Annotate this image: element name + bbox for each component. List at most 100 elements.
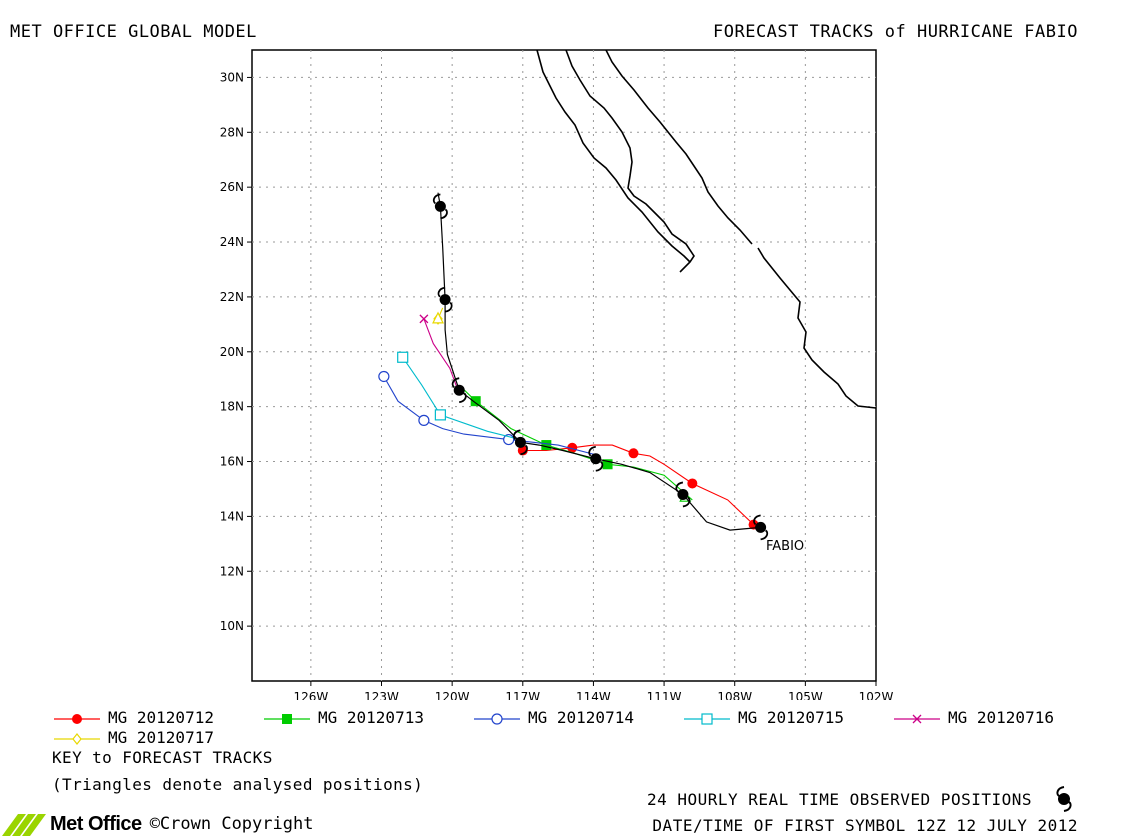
legend-swatch (264, 713, 310, 724)
coastline (536, 49, 877, 409)
legend-swatch (474, 712, 520, 725)
forecast-track-line (383, 376, 601, 457)
hurricane-symbol-core (590, 453, 602, 465)
grid-lines (252, 50, 876, 681)
hurricane-symbol-icon (588, 445, 604, 472)
legend-item: MG 20120715 (682, 708, 844, 727)
hurricane-symbol-core (439, 294, 451, 306)
hurricane-symbol-icon (512, 429, 528, 456)
legend-item: MG 20120717 (52, 728, 214, 747)
forecast-point (470, 396, 481, 407)
tick-label-lat: 28N (220, 125, 244, 139)
axis-ticks: 126W 123W 120W 117W 114W 111W 108W 105W 102W 10N 1… (220, 70, 894, 700)
tick-label-lat: 14N (220, 509, 244, 523)
legend-label: MG 20120715 (738, 708, 844, 727)
legend-item: MG 20120712 (52, 708, 214, 727)
legend-marker (72, 732, 82, 745)
tick-label-lat: 10N (220, 619, 244, 633)
hurricane-symbol-arm (440, 208, 448, 220)
legend-label: MG 20120712 (108, 708, 214, 727)
legend-marker (912, 714, 922, 723)
first-symbol-datetime: DATE/TIME OF FIRST SYMBOL 12Z 12 JULY 20… (652, 816, 1078, 835)
met-office-brand: Met Office ©Crown Copyright (0, 808, 313, 840)
key-note: (Triangles denote analysed positions) (52, 775, 424, 794)
mainland-coast (605, 49, 877, 409)
hurricane-symbol-core (677, 488, 689, 500)
tick-label-lon: 126W (293, 690, 328, 700)
hurricane-symbol-icon (1056, 786, 1072, 812)
hurricane-symbol-arm (459, 392, 467, 404)
forecast-point (378, 370, 390, 383)
legend-item: MG 20120713 (262, 708, 424, 727)
tick-label-lat: 20N (220, 345, 244, 359)
observed-track (432, 192, 769, 541)
hurricane-symbol-icon (675, 481, 691, 508)
hurricane-symbol-arm (451, 377, 460, 388)
hurricane-symbol-icon (451, 377, 467, 404)
legend-item: MG 20120714 (472, 708, 634, 727)
analysed-position-triangle (432, 311, 444, 324)
page-title-left: MET OFFICE GLOBAL MODEL (10, 22, 257, 42)
hurricane-symbol-arm (595, 461, 604, 472)
hurricane-symbol-arm (682, 496, 691, 508)
legend-swatch (54, 713, 100, 724)
hurricane-symbol-core (755, 521, 767, 533)
hurricane-symbol-core (514, 436, 526, 448)
forecast-point (419, 314, 429, 324)
page-title-right: FORECAST TRACKS of HURRICANE FABIO (713, 22, 1078, 42)
brand-name: Met Office (50, 812, 142, 835)
hurricane-symbol-arm (512, 429, 521, 441)
tick-label-lon: 120W (435, 690, 470, 700)
copyright-text: ©Crown Copyright (149, 814, 314, 834)
legend-swatch (54, 732, 100, 745)
hurricane-symbol-arm (588, 445, 596, 457)
forecast-point (687, 478, 698, 489)
met-office-logo-icon (2, 814, 46, 836)
forecast-point (628, 448, 639, 459)
legend-label: MG 20120717 (108, 728, 214, 747)
forecast-point (567, 442, 578, 453)
forecast-track-line (423, 318, 458, 388)
legend-label: MG 20120713 (318, 708, 424, 727)
map-frame (251, 49, 877, 682)
tick-label-lon: 105W (788, 690, 823, 700)
forecast-point (541, 440, 552, 451)
key-title: KEY to FORECAST TRACKS (52, 748, 273, 767)
tick-label-lon: 123W (364, 690, 399, 700)
hurricane-symbol-core (453, 384, 465, 396)
legend-label: MG 20120716 (948, 708, 1054, 727)
tick-label-lon: 111W (647, 690, 682, 700)
forecast-point (397, 351, 409, 363)
hurricane-symbol-arm (432, 193, 441, 205)
tick-label-lat: 24N (220, 235, 244, 249)
observed-positions-text: 24 HOURLY REAL TIME OBSERVED POSITIONS (646, 790, 1032, 809)
hurricane-symbol-arm (444, 301, 453, 313)
hurricane-symbol-arm (437, 286, 446, 298)
legend-swatch (894, 714, 940, 723)
storm-label: FABIO (766, 539, 804, 554)
legend-swatch (684, 712, 730, 725)
hurricane-symbol-icon (432, 193, 448, 220)
tick-label-lon: 114W (576, 690, 611, 700)
forecast-point (418, 414, 430, 426)
tick-label-lon: 117W (505, 690, 540, 700)
hurricane-symbol-arm (520, 444, 528, 456)
hurricane-symbol-core (434, 200, 446, 212)
tick-label-lat: 30N (220, 70, 244, 84)
baja-coast-west (536, 49, 691, 263)
tick-label-lat: 12N (220, 564, 244, 578)
tick-label-lat: 22N (220, 290, 244, 304)
hurricane-symbol-arm (675, 481, 684, 493)
tick-label-lon: 102W (859, 690, 894, 700)
forecast-point (434, 409, 446, 421)
tick-label-lon: 108W (717, 690, 752, 700)
hurricane-symbol-arm (753, 514, 761, 526)
legend-label: MG 20120714 (528, 708, 634, 727)
tick-label-lat: 18N (220, 400, 244, 414)
legend-marker (701, 712, 713, 725)
hurricane-symbol-arm (760, 529, 769, 541)
forecast-track-map: 126W 123W 120W 117W 114W 111W 108W 105W 102W 10N 1… (220, 49, 894, 700)
hurricane-symbol-icon (437, 286, 453, 313)
hurricane-symbol-icon (753, 514, 769, 541)
legend-marker (282, 713, 292, 724)
